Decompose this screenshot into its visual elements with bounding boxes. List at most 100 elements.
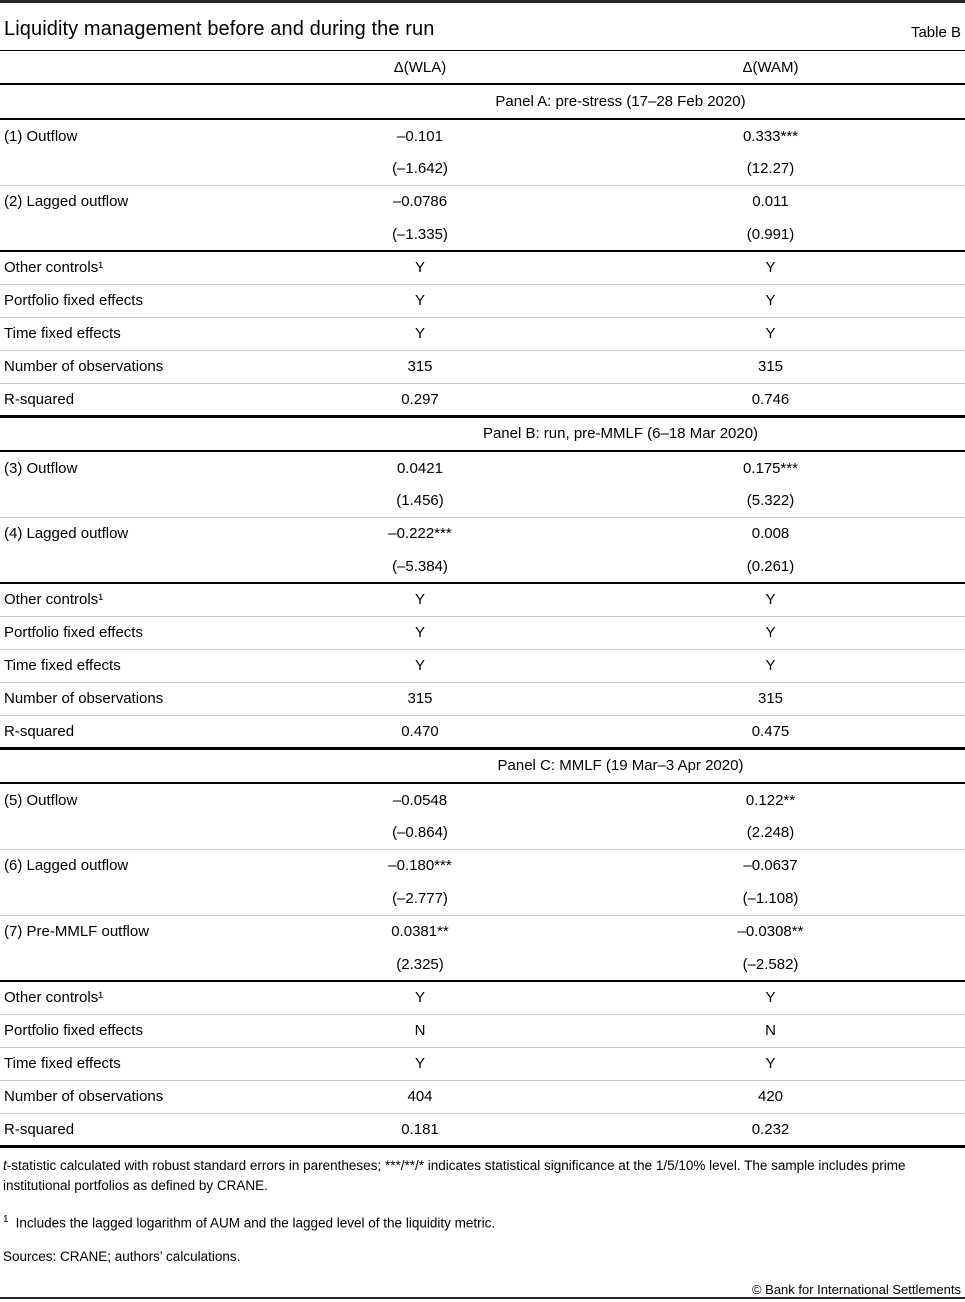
wam-value: 420 <box>600 1080 965 1114</box>
footnotes: t-statistic calculated with robust stand… <box>0 1148 965 1301</box>
significance-note-text: -statistic calculated with robust standa… <box>3 1157 906 1193</box>
stat-row: Other controls¹ Y Y <box>0 583 965 617</box>
page-title: Liquidity management before and during t… <box>4 18 435 40</box>
wam-value: 0.008 <box>751 525 790 543</box>
significance-note: t-statistic calculated with robust stand… <box>3 1156 962 1196</box>
wam-value: Y <box>600 649 965 683</box>
coef-row: (6) Lagged outflow –0.180*** –0.0637 <box>0 849 965 882</box>
wla-value: Y <box>240 1047 600 1081</box>
wam-tstat: (–2.582) <box>600 948 965 982</box>
bottom-divider <box>0 1296 965 1299</box>
wam-tstat: (0.991) <box>600 218 965 252</box>
stat-row: Time fixed effects Y Y <box>0 1047 965 1081</box>
panel-c-header-row: Panel C: MMLF (19 Mar–3 Apr 2020) <box>0 748 965 784</box>
wla-value: –0.180*** <box>388 857 452 875</box>
stat-row: Time fixed effects Y Y <box>0 649 965 683</box>
wam-value: 0.475 <box>600 715 965 750</box>
row-label: R-squared <box>0 383 240 418</box>
row-label: Portfolio fixed effects <box>0 1014 240 1048</box>
wla-value: 0.470 <box>240 715 600 750</box>
table-number-label: Table B <box>910 24 961 41</box>
wla-value: –0.0786 <box>392 193 448 211</box>
wam-value: 315 <box>600 350 965 384</box>
wla-value: 404 <box>240 1080 600 1114</box>
row-label: (3) Outflow <box>4 459 78 477</box>
row-label: Other controls¹ <box>0 251 240 285</box>
copyright-note: © Bank for International Settlements <box>751 1282 961 1297</box>
column-header-wam: Δ(WAM) <box>600 51 965 85</box>
wla-tstat: (2.325) <box>240 948 600 982</box>
coef-row: (4) Lagged outflow –0.222*** 0.008 <box>0 517 965 550</box>
row-label: (6) Lagged outflow <box>4 857 129 875</box>
row-label: Time fixed effects <box>0 1047 240 1081</box>
wam-tstat: (12.27) <box>600 152 965 186</box>
row-label: Other controls¹ <box>0 981 240 1015</box>
tstat-row: (–2.777) (–1.108) <box>0 882 965 916</box>
wam-tstat: (–1.108) <box>600 882 965 916</box>
wam-value: 0.175*** <box>742 459 799 477</box>
wla-value: Y <box>240 583 600 617</box>
row-label: R-squared <box>0 1113 240 1148</box>
wam-value: 0.011 <box>752 193 789 211</box>
footnote-1-marker: 1 <box>3 1213 9 1225</box>
panel-a-header-row: Panel A: pre-stress (17–28 Feb 2020) <box>0 84 965 120</box>
wla-value: Y <box>240 616 600 650</box>
stat-row: Portfolio fixed effects N N <box>0 1014 965 1048</box>
wam-value: –0.0637 <box>743 857 798 875</box>
row-label: Time fixed effects <box>0 317 240 351</box>
coef-row: (5) Outflow –0.0548 0.122** <box>0 783 965 816</box>
row-label: (7) Pre-MMLF outflow <box>4 923 150 941</box>
wla-tstat: (–1.335) <box>240 218 600 252</box>
top-divider <box>0 0 965 3</box>
row-label: Portfolio fixed effects <box>0 284 240 318</box>
wam-value: Y <box>600 284 965 318</box>
wla-tstat: (–5.384) <box>240 550 600 584</box>
wla-value: 0.181 <box>240 1113 600 1148</box>
wla-value: Y <box>240 981 600 1015</box>
row-label: Time fixed effects <box>0 649 240 683</box>
coef-row: (7) Pre-MMLF outflow 0.0381** –0.0308** <box>0 915 965 948</box>
row-label: Number of observations <box>0 1080 240 1114</box>
wam-value: –0.0308** <box>737 923 804 941</box>
wam-value: N <box>600 1014 965 1048</box>
footnote-1: 1 Includes the lagged logarithm of AUM an… <box>3 1210 962 1234</box>
wla-value: –0.101 <box>397 127 443 145</box>
wla-value: N <box>240 1014 600 1048</box>
wam-value: Y <box>600 1047 965 1081</box>
results-table: Δ(WLA) Δ(WAM) Panel A: pre-stress (17–28… <box>0 51 965 1148</box>
title-bar: Liquidity management before and during t… <box>0 0 965 51</box>
wla-value: Y <box>240 284 600 318</box>
stat-row: Other controls¹ Y Y <box>0 981 965 1015</box>
stat-row: Time fixed effects Y Y <box>0 317 965 351</box>
panel-b-title: Panel B: run, pre-MMLF (6–18 Mar 2020) <box>240 416 965 452</box>
panel-b-header-row: Panel B: run, pre-MMLF (6–18 Mar 2020) <box>0 416 965 452</box>
wam-tstat: (2.248) <box>600 816 965 850</box>
tstat-row: (–1.642) (12.27) <box>0 152 965 186</box>
row-label: (2) Lagged outflow <box>4 193 129 211</box>
wam-tstat: (0.261) <box>600 550 965 584</box>
column-header-empty <box>0 51 240 85</box>
coef-row: (1) Outflow –0.101 0.333*** <box>0 119 965 152</box>
wam-value: Y <box>600 981 965 1015</box>
stat-row: Number of observations 404 420 <box>0 1080 965 1114</box>
tstat-row: (–1.335) (0.991) <box>0 218 965 252</box>
footnote-1-text: Includes the lagged logarithm of AUM and… <box>15 1215 496 1230</box>
row-label: R-squared <box>0 715 240 750</box>
wla-tstat: (–2.777) <box>240 882 600 916</box>
stat-row: Portfolio fixed effects Y Y <box>0 616 965 650</box>
row-label: (1) Outflow <box>4 127 78 145</box>
row-label: Number of observations <box>0 682 240 716</box>
wla-value: –0.222*** <box>388 525 452 543</box>
wla-value: –0.0548 <box>392 791 448 809</box>
wla-tstat: (1.456) <box>240 484 600 518</box>
sources-note: Sources: CRANE; authors’ calculations. <box>3 1248 241 1264</box>
coef-row: (3) Outflow 0.0421 0.175*** <box>0 451 965 484</box>
wla-tstat: (–1.642) <box>240 152 600 186</box>
stat-row: R-squared 0.470 0.475 <box>0 715 965 750</box>
stat-row: Number of observations 315 315 <box>0 350 965 384</box>
row-label: Other controls¹ <box>0 583 240 617</box>
stat-row: R-squared 0.181 0.232 <box>0 1113 965 1148</box>
tstat-lead: t <box>3 1157 7 1173</box>
wla-value: 0.0421 <box>397 459 443 477</box>
